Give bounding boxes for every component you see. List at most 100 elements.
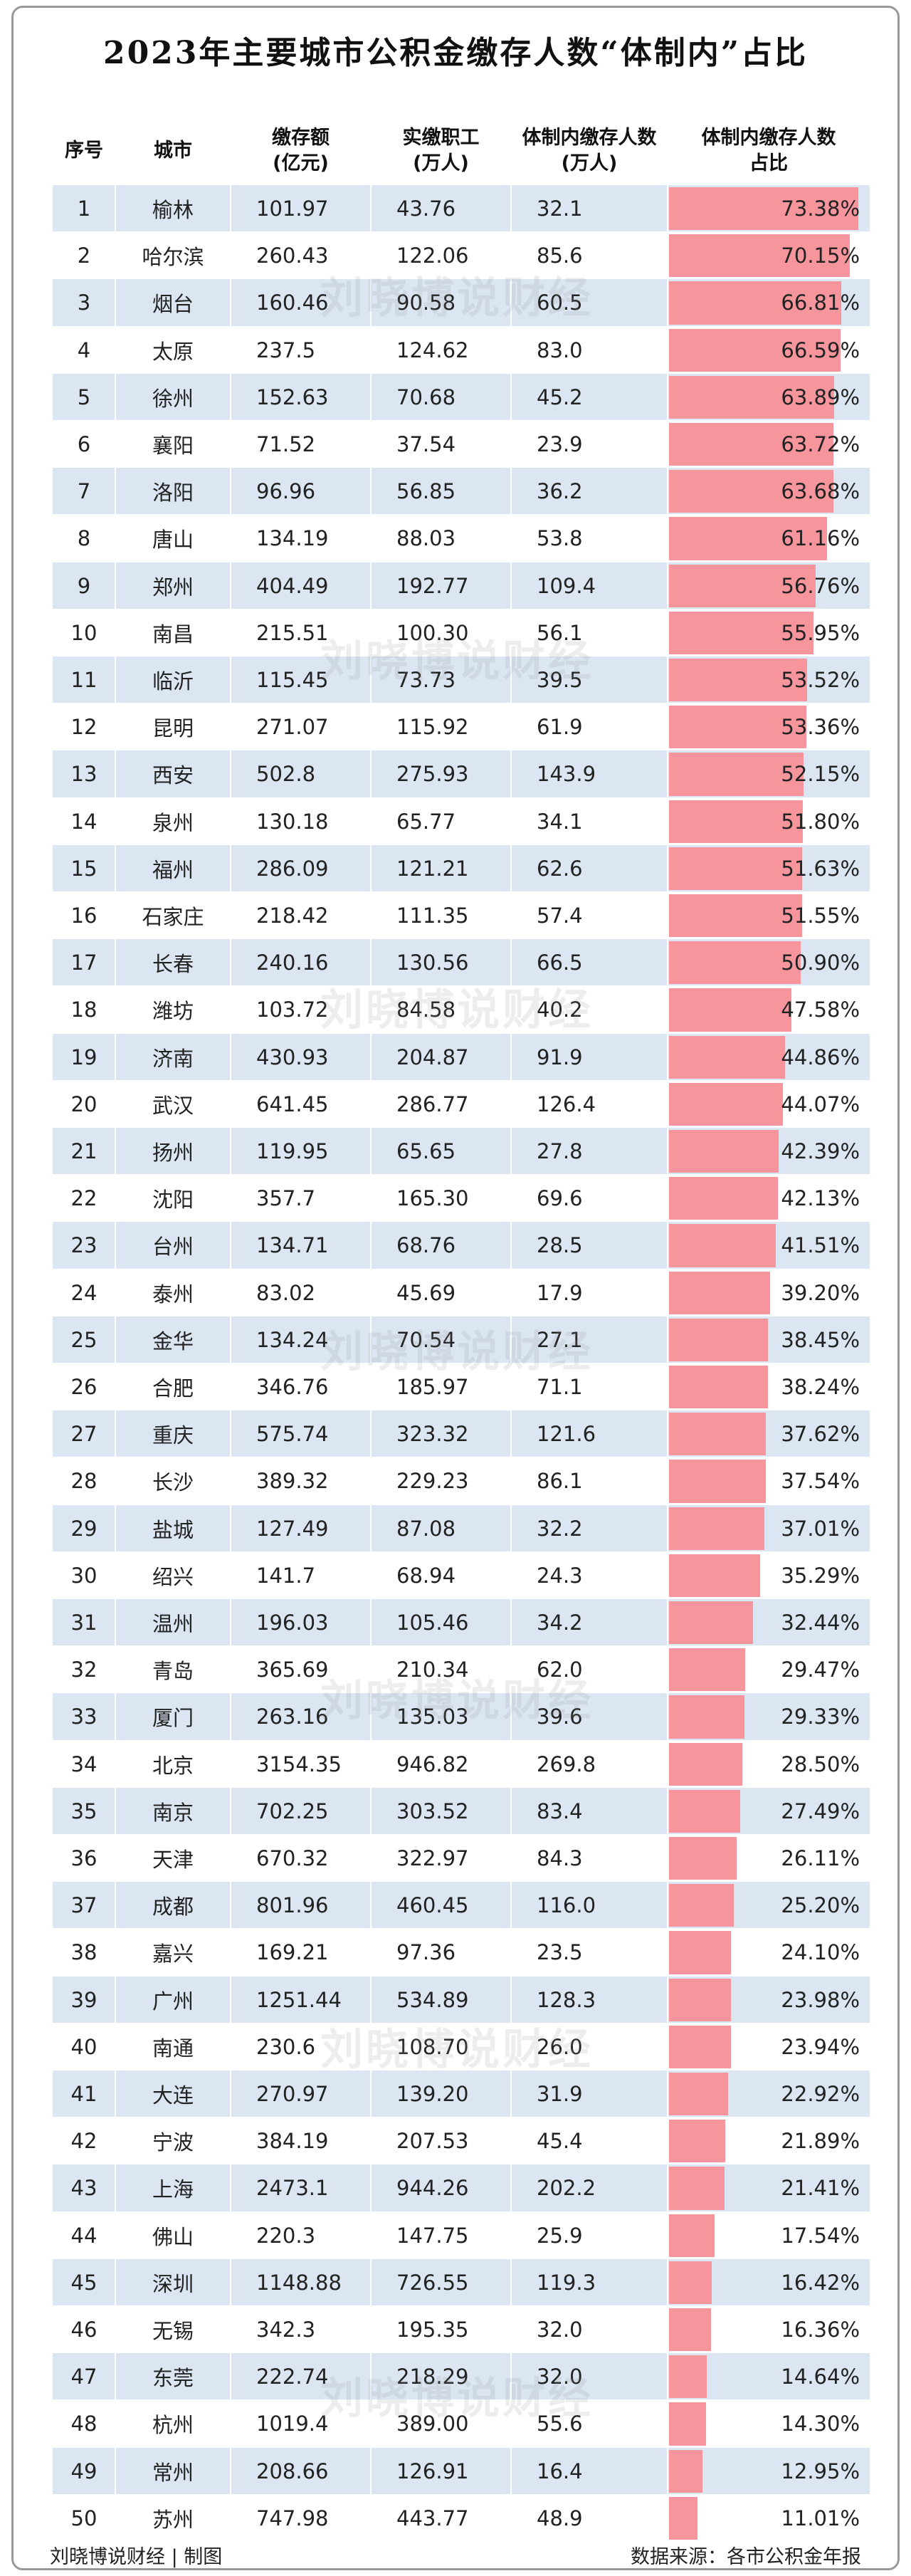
- cell-divider: [370, 1033, 372, 1081]
- cell-divider: [115, 750, 116, 798]
- cell-divider: [370, 750, 372, 798]
- cell-divider: [510, 1929, 512, 1976]
- cell-divider: [230, 1787, 231, 1835]
- cell-divider: [115, 421, 116, 468]
- table-cell: 扬州: [152, 1141, 194, 1166]
- cell-divider: [115, 609, 116, 656]
- table-cell: 广州: [152, 1989, 194, 2014]
- table-cell: 绍兴: [152, 1564, 194, 1589]
- table-cell: 1148.88: [256, 2270, 342, 2295]
- table-cell: 襄阳: [152, 434, 194, 459]
- table-cell: 26.0: [537, 2034, 583, 2059]
- row-background: [53, 2117, 870, 2165]
- cell-divider: [115, 1410, 116, 1458]
- header-cell: 缴存额 (亿元): [231, 117, 371, 184]
- share-label: 70.15%: [781, 244, 860, 268]
- table-cell: 460.45: [396, 1893, 469, 1918]
- cell-divider: [230, 373, 231, 421]
- cell-divider: [115, 1128, 116, 1176]
- table-cell: 218.29: [396, 2365, 469, 2389]
- cell-divider: [230, 892, 231, 940]
- header-text: 实缴职工: [402, 126, 480, 149]
- cell-divider: [370, 1976, 372, 2023]
- table-cell: 124.62: [396, 337, 469, 362]
- table-cell: 502.8: [256, 762, 316, 787]
- table-cell: 北京: [152, 1753, 194, 1778]
- cell-divider: [510, 421, 512, 468]
- table-cell: 384.19: [256, 2129, 329, 2154]
- cell-divider: [115, 2400, 116, 2448]
- cell-divider: [510, 1599, 512, 1647]
- cell-divider: [510, 1976, 512, 2023]
- cell-divider: [667, 562, 668, 609]
- table-cell: 726.55: [396, 2270, 469, 2295]
- table-cell: 25: [70, 1327, 98, 1352]
- table-cell: 303.52: [396, 1799, 469, 1823]
- watermark: 刘晓博说财经: [320, 1676, 594, 1726]
- table-cell: 60.5: [537, 290, 583, 315]
- share-label: 12.95%: [781, 2459, 860, 2483]
- share-bar: [669, 1224, 776, 1267]
- table-cell: 670.32: [256, 1846, 329, 1871]
- header-text: 城市: [154, 139, 192, 162]
- cell-divider: [510, 373, 512, 421]
- cell-divider: [510, 2258, 512, 2306]
- cell-divider: [370, 1787, 372, 1835]
- cell-divider: [230, 1599, 231, 1647]
- table-cell: 32.2: [537, 1516, 583, 1541]
- cell-divider: [510, 2306, 512, 2354]
- table-cell: 121.6: [537, 1422, 596, 1447]
- cell-divider: [510, 939, 512, 987]
- cell-divider: [115, 2117, 116, 2165]
- table-cell: 32.1: [537, 197, 583, 221]
- row-background: [53, 2211, 870, 2259]
- cell-divider: [667, 2447, 668, 2495]
- share-label: 23.98%: [781, 1987, 860, 2012]
- table-cell: 271.07: [256, 715, 329, 740]
- row-background: [53, 1929, 870, 1976]
- cell-divider: [667, 1929, 668, 1976]
- cell-divider: [115, 1269, 116, 1316]
- cell-divider: [230, 1457, 231, 1505]
- table-cell: 45.2: [537, 384, 583, 409]
- cell-divider: [510, 2211, 512, 2259]
- row-background: [53, 2164, 870, 2212]
- table-cell: 郑州: [152, 575, 194, 600]
- cell-divider: [510, 515, 512, 562]
- table-cell: 49: [70, 2459, 98, 2483]
- row-background: [53, 2070, 870, 2118]
- share-label: 38.45%: [781, 1327, 860, 1352]
- table-cell: 武汉: [152, 1093, 194, 1118]
- cell-divider: [667, 1457, 668, 1505]
- share-bar: [669, 1460, 767, 1503]
- table-cell: 147.75: [396, 2223, 469, 2248]
- cell-divider: [115, 2211, 116, 2259]
- cell-divider: [230, 232, 231, 280]
- share-bar: [669, 2167, 725, 2210]
- cell-divider: [370, 1646, 372, 1694]
- cell-divider: [667, 279, 668, 327]
- table-cell: 17.9: [537, 1280, 583, 1305]
- table-cell: 50: [70, 2506, 98, 2530]
- cell-divider: [370, 1222, 372, 1269]
- table-cell: 119.95: [256, 1139, 329, 1164]
- share-bar: [669, 1601, 753, 1645]
- watermark: 刘晓博说财经: [320, 637, 594, 686]
- table-cell: 169.21: [256, 1940, 329, 1965]
- cell-divider: [115, 2447, 116, 2495]
- share-bar: [669, 611, 813, 654]
- row-background: [53, 2447, 870, 2495]
- cell-divider: [667, 232, 668, 280]
- table-cell: 43.76: [396, 197, 456, 221]
- share-bar: [669, 328, 841, 372]
- table-cell: 21: [70, 1139, 98, 1164]
- share-bar: [669, 1082, 783, 1126]
- cell-divider: [370, 1128, 372, 1176]
- table-cell: 70.68: [396, 384, 456, 409]
- cell-divider: [115, 986, 116, 1034]
- cell-divider: [510, 2400, 512, 2448]
- cell-divider: [115, 1316, 116, 1363]
- table-cell: 22: [70, 1186, 98, 1211]
- table-cell: 143.9: [537, 762, 596, 787]
- table-cell: 哈尔滨: [142, 245, 204, 270]
